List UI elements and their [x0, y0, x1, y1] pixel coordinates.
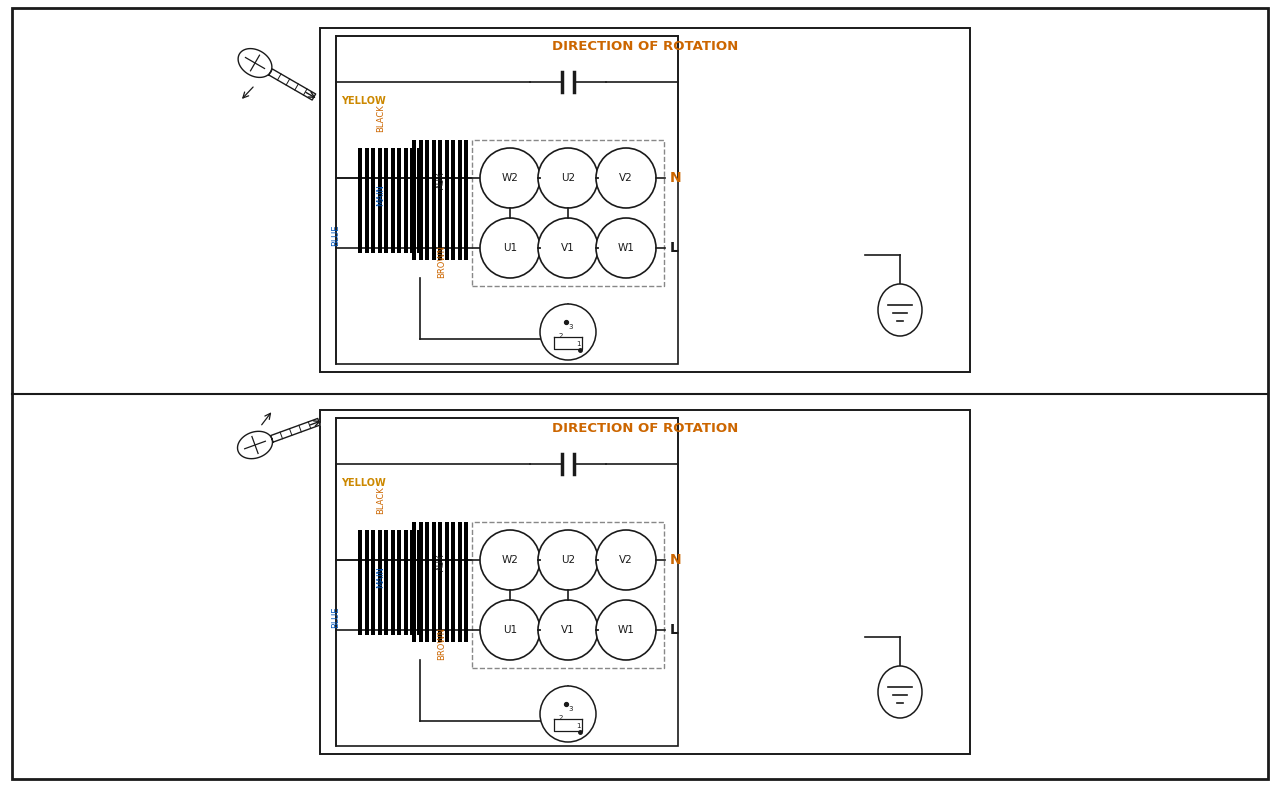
Text: 3: 3: [568, 324, 573, 330]
Bar: [419, 140, 422, 260]
Text: BLUE: BLUE: [332, 606, 340, 628]
Text: N: N: [669, 171, 682, 185]
Text: BLACK: BLACK: [376, 486, 385, 514]
Text: V2: V2: [620, 173, 632, 183]
Polygon shape: [269, 69, 316, 100]
Text: MAIN: MAIN: [376, 184, 385, 206]
Bar: [365, 147, 369, 253]
Bar: [412, 140, 416, 260]
Bar: [444, 522, 448, 642]
Bar: [410, 530, 413, 634]
Text: U2: U2: [561, 555, 575, 565]
Bar: [371, 147, 375, 253]
Text: 3: 3: [568, 706, 573, 712]
Bar: [358, 147, 362, 253]
Bar: [431, 140, 435, 260]
Text: YELLOW: YELLOW: [340, 96, 385, 106]
Text: DIRECTION OF ROTATION: DIRECTION OF ROTATION: [552, 422, 739, 434]
Circle shape: [538, 218, 598, 278]
Text: U1: U1: [503, 243, 517, 253]
Text: L: L: [669, 241, 678, 255]
Bar: [425, 140, 429, 260]
Bar: [451, 140, 454, 260]
Text: 2: 2: [559, 715, 563, 721]
Bar: [397, 147, 401, 253]
Bar: [412, 522, 416, 642]
Text: W2: W2: [502, 555, 518, 565]
Bar: [335, 36, 678, 364]
Ellipse shape: [878, 284, 922, 336]
Bar: [384, 147, 388, 253]
Bar: [425, 522, 429, 642]
Text: BROWN: BROWN: [436, 246, 445, 279]
Bar: [416, 530, 421, 634]
Circle shape: [596, 600, 657, 660]
Text: L: L: [669, 623, 678, 637]
Text: V2: V2: [620, 555, 632, 565]
Text: W1: W1: [617, 243, 635, 253]
Bar: [431, 522, 435, 642]
Circle shape: [540, 686, 596, 742]
Bar: [457, 140, 462, 260]
Ellipse shape: [878, 666, 922, 718]
Circle shape: [538, 148, 598, 208]
Bar: [438, 522, 442, 642]
Text: AUX: AUX: [436, 172, 445, 189]
Circle shape: [540, 304, 596, 360]
Circle shape: [480, 218, 540, 278]
Text: BROWN: BROWN: [436, 627, 445, 660]
Text: 1: 1: [576, 341, 580, 347]
Bar: [371, 530, 375, 634]
Text: 1: 1: [576, 723, 580, 729]
Text: BLUE: BLUE: [332, 224, 340, 246]
Bar: [472, 140, 664, 286]
Bar: [451, 522, 454, 642]
Circle shape: [596, 148, 657, 208]
Bar: [457, 522, 462, 642]
Text: BLACK: BLACK: [376, 104, 385, 132]
Text: N: N: [669, 553, 682, 567]
Bar: [378, 147, 381, 253]
Bar: [390, 530, 394, 634]
Bar: [416, 147, 421, 253]
Circle shape: [480, 530, 540, 590]
Text: V1: V1: [561, 625, 575, 635]
Bar: [403, 530, 407, 634]
Bar: [410, 147, 413, 253]
Text: 2: 2: [559, 333, 563, 339]
Bar: [365, 530, 369, 634]
Text: U1: U1: [503, 625, 517, 635]
Bar: [384, 530, 388, 634]
Text: AUX: AUX: [436, 553, 445, 571]
Bar: [335, 418, 678, 746]
Circle shape: [538, 600, 598, 660]
Bar: [403, 147, 407, 253]
Text: DIRECTION OF ROTATION: DIRECTION OF ROTATION: [552, 39, 739, 53]
Circle shape: [480, 600, 540, 660]
Text: U2: U2: [561, 173, 575, 183]
Bar: [378, 530, 381, 634]
Circle shape: [596, 218, 657, 278]
Bar: [444, 140, 448, 260]
Bar: [390, 147, 394, 253]
Bar: [397, 530, 401, 634]
Bar: [472, 522, 664, 668]
Text: W1: W1: [617, 625, 635, 635]
Polygon shape: [270, 419, 320, 442]
Text: V1: V1: [561, 243, 575, 253]
Bar: [419, 522, 422, 642]
Bar: [320, 28, 970, 372]
Text: W2: W2: [502, 173, 518, 183]
Circle shape: [538, 530, 598, 590]
Circle shape: [480, 148, 540, 208]
Text: YELLOW: YELLOW: [340, 478, 385, 488]
Circle shape: [596, 530, 657, 590]
Bar: [358, 530, 362, 634]
Bar: [320, 410, 970, 754]
Bar: [438, 140, 442, 260]
Bar: [465, 140, 468, 260]
Bar: [465, 522, 468, 642]
Text: MAIN: MAIN: [376, 566, 385, 588]
